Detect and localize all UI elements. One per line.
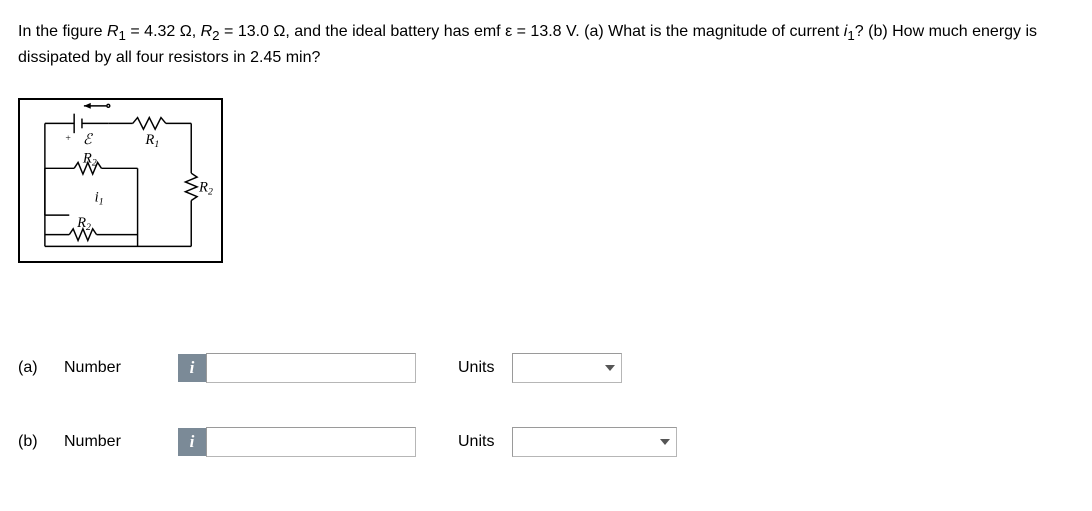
label-r2-top: R2 (82, 151, 97, 169)
label-r2-bottom: R2 (76, 215, 91, 233)
part-b-letter: (b) (18, 430, 46, 454)
info-icon: i (190, 355, 195, 381)
units-label-a: Units (458, 356, 494, 380)
answer-row-a: (a) Number i Units (18, 353, 1074, 383)
circuit-diagram: + ℰ R1 R2 R2 i1 R2 (18, 98, 223, 263)
info-button-b[interactable]: i (178, 428, 206, 456)
units-select-b[interactable] (512, 427, 677, 457)
question-text: In the figure R1 = 4.32 Ω, R2 = 13.0 Ω, … (18, 20, 1074, 70)
number-label-a: Number (64, 356, 121, 380)
label-i1: i1 (95, 190, 104, 208)
info-icon: i (190, 429, 195, 455)
number-label-b: Number (64, 430, 121, 454)
part-a-letter: (a) (18, 356, 46, 380)
info-button-a[interactable]: i (178, 354, 206, 382)
number-input-b[interactable] (206, 427, 416, 457)
answer-row-b: (b) Number i Units (18, 427, 1074, 457)
units-label-b: Units (458, 430, 494, 454)
label-r2-right: R2 (198, 180, 213, 198)
label-plus: + (65, 133, 71, 144)
units-select-a[interactable] (512, 353, 622, 383)
label-emf: ℰ (83, 132, 94, 148)
number-input-a[interactable] (206, 353, 416, 383)
label-r1: R1 (144, 132, 159, 150)
